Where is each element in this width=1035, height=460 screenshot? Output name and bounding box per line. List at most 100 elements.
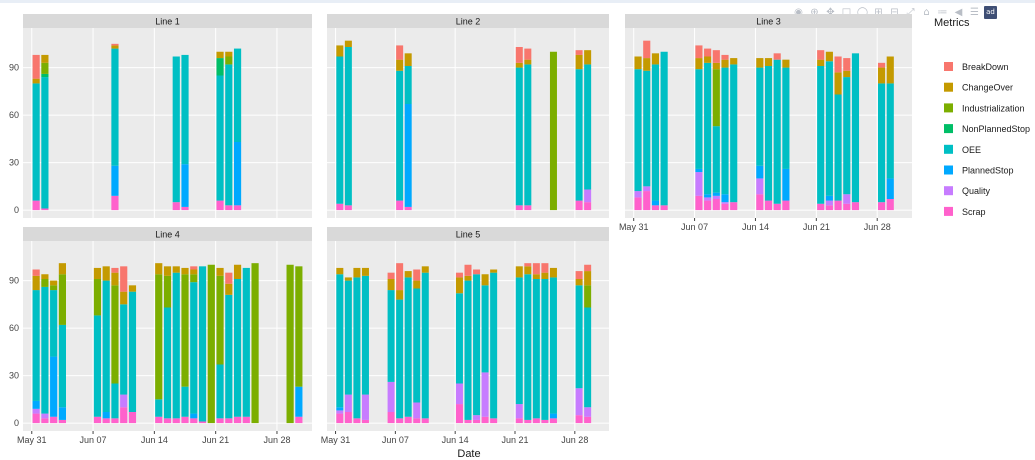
plotly-logo-icon[interactable]: ad	[984, 6, 997, 19]
bar-segment-oee[interactable]	[242, 267, 250, 417]
bar-segment-changeover[interactable]	[216, 267, 224, 276]
bar-segment-oee[interactable]	[396, 70, 404, 201]
bar-segment-scrap[interactable]	[353, 418, 361, 424]
bar-segment-changeover[interactable]	[421, 266, 429, 273]
bar-segment-oee[interactable]	[387, 290, 395, 382]
bar-segment-scrap[interactable]	[584, 202, 592, 211]
bar-segment-changeover[interactable]	[102, 266, 110, 281]
bar-segment-changeover[interactable]	[490, 269, 498, 273]
bar-segment-industrialization[interactable]	[216, 275, 224, 365]
pan-icon[interactable]: ✥	[826, 7, 835, 18]
bar-segment-industrialization[interactable]	[584, 285, 592, 308]
bar-segment-scrap[interactable]	[50, 416, 58, 424]
bar-segment-oee[interactable]	[549, 277, 557, 414]
bar-segment-breakdown[interactable]	[473, 269, 481, 275]
bar-segment-oee[interactable]	[396, 299, 404, 419]
bar-segment-scrap[interactable]	[421, 418, 429, 424]
bar-segment-scrap[interactable]	[190, 418, 198, 424]
bar-segment-changeover[interactable]	[41, 274, 49, 279]
bar-segment-scrap[interactable]	[344, 412, 352, 424]
bar-segment-changeover[interactable]	[41, 54, 49, 63]
bar-segment-oee[interactable]	[181, 54, 189, 165]
bar-segment-scrap[interactable]	[242, 416, 250, 424]
bar-segment-scrap[interactable]	[660, 205, 668, 211]
bar-segment-breakdown[interactable]	[575, 271, 583, 279]
bar-segment-scrap[interactable]	[198, 421, 207, 424]
bar-segment-scrap[interactable]	[817, 203, 825, 211]
bar-segment-changeover[interactable]	[782, 59, 790, 68]
bar-segment-changeover[interactable]	[93, 267, 102, 279]
bar-segment-plannedstop[interactable]	[886, 178, 894, 199]
bar-segment-oee[interactable]	[404, 277, 412, 417]
bar-segment-breakdown[interactable]	[455, 272, 463, 278]
bar-segment-changeover[interactable]	[344, 277, 352, 281]
bar-segment-scrap[interactable]	[541, 419, 549, 424]
bar-segment-oee[interactable]	[190, 282, 198, 414]
zoom-icon[interactable]: ⊕	[810, 7, 819, 18]
bar-segment-oee[interactable]	[851, 53, 860, 203]
legend-item-quality[interactable]: Quality	[944, 186, 991, 196]
bar-segment-scrap[interactable]	[651, 205, 660, 211]
bar-segment-oee[interactable]	[464, 280, 472, 420]
bar-segment-oee[interactable]	[225, 294, 233, 419]
bar-segment-scrap[interactable]	[404, 206, 412, 211]
bar-segment-oee[interactable]	[216, 75, 224, 201]
bar-segment-oee[interactable]	[782, 67, 790, 169]
bar-segment-changeover[interactable]	[643, 58, 651, 71]
bar-segment-oee[interactable]	[481, 285, 489, 373]
bar-segment-oee[interactable]	[163, 307, 172, 419]
bar-segment-changeover[interactable]	[730, 58, 738, 65]
legend-item-changeover[interactable]: ChangeOver	[944, 82, 1013, 93]
bar-segment-breakdown[interactable]	[834, 56, 842, 73]
bar-segment-plannedstop[interactable]	[111, 165, 119, 196]
bar-segment-oee[interactable]	[155, 399, 163, 417]
bar-segment-changeover[interactable]	[825, 51, 833, 62]
bar-segment-changeover[interactable]	[575, 279, 583, 286]
camera-icon[interactable]: ◉	[794, 7, 803, 18]
bar-segment-quality[interactable]	[825, 200, 833, 206]
bar-segment-breakdown[interactable]	[575, 50, 583, 55]
bar-segment-changeover[interactable]	[387, 279, 395, 291]
bar-segment-industrialization[interactable]	[181, 274, 189, 387]
bar-segment-scrap[interactable]	[473, 419, 481, 424]
bar-segment-changeover[interactable]	[464, 275, 472, 281]
bar-segment-scrap[interactable]	[41, 208, 49, 211]
bar-segment-quality[interactable]	[843, 194, 851, 204]
bar-segment-breakdown[interactable]	[721, 54, 729, 60]
bar-segment-oee[interactable]	[41, 286, 49, 414]
bar-segment-breakdown[interactable]	[817, 50, 825, 60]
bar-segment-scrap[interactable]	[524, 205, 532, 211]
bar-segment-changeover[interactable]	[344, 40, 352, 47]
bar-segment-scrap[interactable]	[111, 195, 119, 211]
bar-segment-oee[interactable]	[120, 304, 128, 395]
bar-segment-industrialization[interactable]	[295, 266, 303, 387]
bar-segment-breakdown[interactable]	[643, 40, 651, 59]
bar-segment-scrap[interactable]	[490, 418, 498, 424]
bar-segment-oee[interactable]	[172, 56, 180, 203]
bar-segment-changeover[interactable]	[396, 290, 404, 300]
bar-segment-industrialization[interactable]	[50, 285, 58, 291]
reset-axes-icon[interactable]: ⌂	[923, 7, 930, 18]
bar-segment-oee[interactable]	[102, 280, 110, 412]
bar-segment-changeover[interactable]	[584, 50, 592, 65]
spike-lines-icon[interactable]: ≔	[937, 7, 948, 18]
bar-segment-breakdown[interactable]	[413, 269, 421, 281]
bar-segment-changeover[interactable]	[181, 267, 189, 275]
bar-segment-oee[interactable]	[721, 67, 729, 195]
legend-item-scrap[interactable]: Scrap	[944, 206, 986, 217]
bar-segment-quality[interactable]	[473, 415, 481, 420]
bar-segment-plannedstop[interactable]	[756, 165, 764, 179]
bar-segment-changeover[interactable]	[50, 280, 58, 286]
bar-segment-quality[interactable]	[413, 402, 421, 419]
bar-segment-changeover[interactable]	[225, 51, 233, 57]
bar-segment-scrap[interactable]	[515, 205, 523, 211]
bar-segment-quality[interactable]	[455, 383, 463, 405]
bar-segment-plannedstop[interactable]	[712, 192, 720, 196]
bar-segment-plannedstop[interactable]	[549, 413, 557, 419]
bar-segment-oee[interactable]	[877, 83, 886, 203]
box-select-icon[interactable]: □	[841, 7, 852, 18]
bar-segment-industrialization[interactable]	[111, 285, 119, 384]
bar-segment-scrap[interactable]	[181, 416, 189, 424]
bar-segment-changeover[interactable]	[817, 59, 825, 66]
bar-segment-quality[interactable]	[515, 404, 523, 419]
